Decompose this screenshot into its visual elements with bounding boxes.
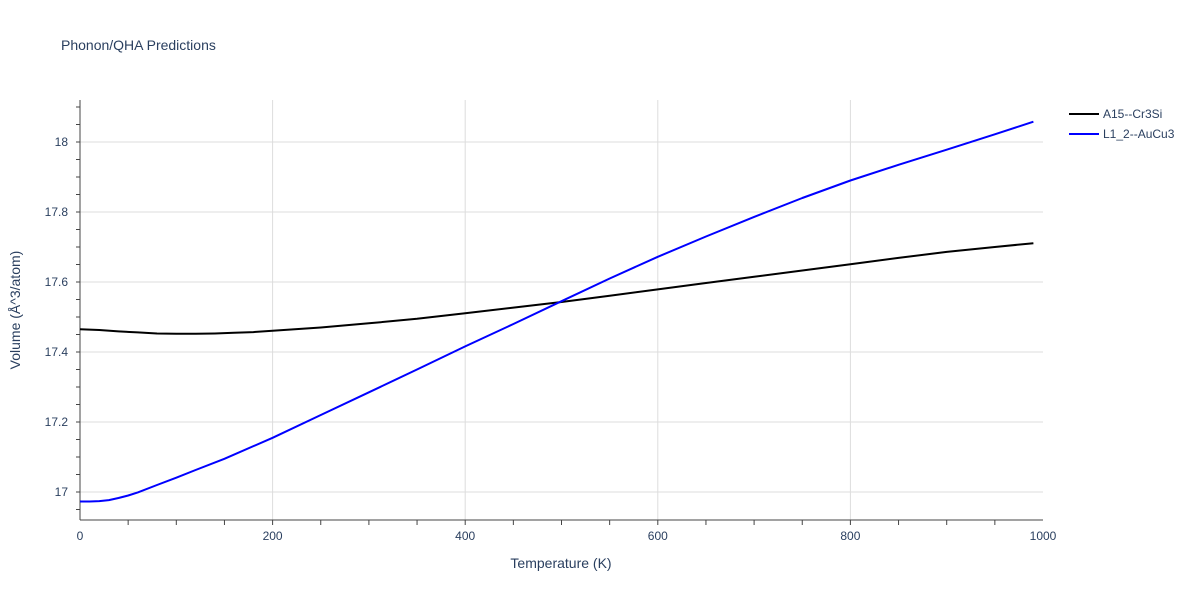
y-tick-label: 18 [55,135,69,149]
grid [80,100,1043,520]
x-tick-label: 0 [77,529,84,543]
x-tick-label: 400 [455,529,475,543]
x-tick-label: 600 [648,529,668,543]
x-tick-labels: 0 200 400 600 800 1000 [77,529,1057,543]
legend[interactable]: A15--Cr3Si L1_2--AuCu3 [1069,107,1175,141]
legend-item[interactable]: L1_2--AuCu3 [1069,127,1175,141]
x-tick-label: 800 [840,529,860,543]
y-tick-label: 17.6 [45,275,69,289]
legend-label: A15--Cr3Si [1103,107,1162,121]
series-line [79,242,1034,335]
legend-label: L1_2--AuCu3 [1103,127,1175,141]
y-tick-label: 17 [55,485,69,499]
x-axis-title: Temperature (K) [510,555,611,571]
y-tick-label: 17.8 [45,205,69,219]
y-tick-labels: 17 17.2 17.4 17.6 17.8 18 [45,135,69,499]
y-tick-label: 17.4 [45,345,69,359]
chart-title: Phonon/QHA Predictions [61,37,216,53]
series-line [80,120,1034,503]
legend-item[interactable]: A15--Cr3Si [1069,107,1162,121]
axes [76,100,1043,525]
y-tick-label: 17.2 [45,415,69,429]
plot-lines [79,120,1034,503]
y-axis-title: Volume (Å^3/atom) [7,251,23,370]
x-tick-label: 1000 [1030,529,1057,543]
x-tick-label: 200 [263,529,283,543]
